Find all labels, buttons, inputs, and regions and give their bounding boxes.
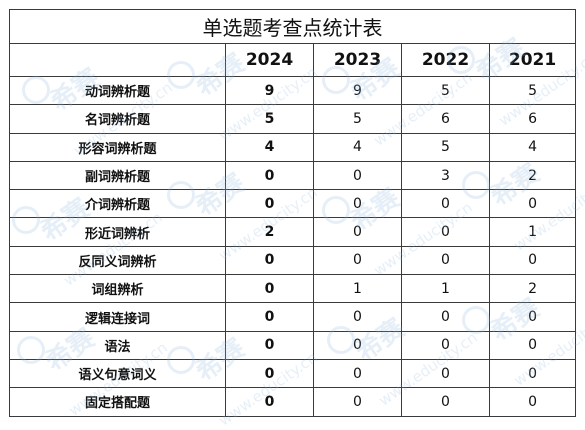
value-cell-2023: 0 bbox=[313, 245, 402, 276]
year-header-2024: 2024 bbox=[225, 43, 314, 77]
watermark-badge-icon bbox=[322, 66, 350, 94]
value-cell-2021: 0 bbox=[488, 189, 577, 219]
table-title: 单选题考查点统计表 bbox=[8, 9, 577, 44]
row-label: 语法 bbox=[9, 330, 226, 360]
table-row: 形容词辨析题 4 4 5 4 bbox=[9, 132, 577, 162]
value-cell-2023: 0 bbox=[313, 358, 402, 389]
row-label: 名词辨析题 bbox=[9, 104, 226, 134]
value-cell-2024: 9 bbox=[225, 75, 314, 106]
year-header-2022: 2022 bbox=[401, 43, 490, 77]
table-row: 语法 0 0 0 0 bbox=[9, 330, 577, 360]
table-row: 固定搭配题 0 0 0 0 bbox=[9, 387, 577, 417]
value-cell-2024: 0 bbox=[225, 302, 314, 332]
watermark-badge-icon bbox=[17, 336, 45, 364]
value-cell-2023: 0 bbox=[313, 387, 402, 417]
row-label: 逻辑连接词 bbox=[9, 302, 226, 332]
watermark-badge-icon bbox=[167, 346, 195, 374]
value-cell-2023: 4 bbox=[313, 132, 402, 162]
value-cell-2021: 2 bbox=[488, 160, 577, 191]
value-cell-2022: 1 bbox=[401, 274, 490, 304]
value-cell-2023: 0 bbox=[313, 302, 402, 332]
table-row: 副词辨析题 0 0 3 2 bbox=[9, 160, 577, 191]
value-cell-2022: 0 bbox=[401, 245, 490, 276]
table-row: 动词辨析题 9 9 5 5 bbox=[9, 75, 577, 106]
value-cell-2024: 0 bbox=[225, 358, 314, 389]
value-cell-2021: 6 bbox=[488, 104, 577, 134]
value-cell-2024: 0 bbox=[225, 160, 314, 191]
value-cell-2024: 5 bbox=[225, 104, 314, 134]
row-label: 形容词辨析题 bbox=[9, 132, 226, 162]
value-cell-2021: 1 bbox=[488, 217, 577, 247]
watermark-badge-icon bbox=[462, 171, 490, 199]
watermark-badge-icon bbox=[327, 326, 355, 354]
value-cell-2024: 0 bbox=[225, 189, 314, 219]
row-label: 形近词辨析 bbox=[9, 217, 226, 247]
row-label: 词组辨析 bbox=[9, 274, 226, 304]
row-label: 反同义词辨析 bbox=[9, 245, 226, 276]
value-cell-2024: 0 bbox=[225, 387, 314, 417]
row-label: 副词辨析题 bbox=[9, 160, 226, 191]
value-cell-2024: 0 bbox=[225, 245, 314, 276]
value-cell-2022: 5 bbox=[401, 75, 490, 106]
value-cell-2022: 0 bbox=[401, 330, 490, 360]
watermark-badge-icon bbox=[447, 46, 475, 74]
value-cell-2024: 2 bbox=[225, 217, 314, 247]
value-cell-2023: 0 bbox=[313, 160, 402, 191]
value-cell-2021: 0 bbox=[488, 387, 577, 417]
value-cell-2021: 0 bbox=[488, 330, 577, 360]
value-cell-2022: 0 bbox=[401, 358, 490, 389]
watermark-badge-icon bbox=[167, 61, 195, 89]
value-cell-2022: 6 bbox=[401, 104, 490, 134]
table-row: 形近词辨析 2 0 0 1 bbox=[9, 217, 577, 247]
value-cell-2023: 0 bbox=[313, 217, 402, 247]
watermark-badge-icon bbox=[22, 76, 50, 104]
watermark-badge-icon bbox=[322, 196, 350, 224]
table-row: 反同义词辨析 0 0 0 0 bbox=[9, 245, 577, 276]
value-cell-2021: 0 bbox=[488, 302, 577, 332]
value-cell-2024: 0 bbox=[225, 330, 314, 360]
value-cell-2023: 1 bbox=[313, 274, 402, 304]
year-header-2021: 2021 bbox=[488, 43, 577, 77]
value-cell-2024: 4 bbox=[225, 132, 314, 162]
watermark-badge-icon bbox=[12, 206, 40, 234]
table-row: 语义句意词义 0 0 0 0 bbox=[9, 358, 577, 389]
row-label: 固定搭配题 bbox=[9, 387, 226, 417]
value-cell-2022: 0 bbox=[401, 387, 490, 417]
watermark-badge-icon bbox=[462, 306, 490, 334]
value-cell-2021: 0 bbox=[488, 245, 577, 276]
value-cell-2023: 5 bbox=[313, 104, 402, 134]
table-row: 介词辨析题 0 0 0 0 bbox=[9, 189, 577, 219]
table-row: 词组辨析 0 1 1 2 bbox=[9, 274, 577, 304]
value-cell-2021: 0 bbox=[488, 358, 577, 389]
value-cell-2024: 0 bbox=[225, 274, 314, 304]
value-cell-2021: 2 bbox=[488, 274, 577, 304]
value-cell-2021: 5 bbox=[488, 75, 577, 106]
value-cell-2021: 4 bbox=[488, 132, 577, 162]
value-cell-2022: 5 bbox=[401, 132, 490, 162]
watermark-badge-icon bbox=[167, 181, 195, 209]
value-cell-2022: 0 bbox=[401, 217, 490, 247]
stats-table: 单选题考查点统计表 2024 2023 2022 2021 动词辨析题 9 9 5 5 名… bbox=[8, 9, 577, 417]
table-row: 名词辨析题 5 5 6 6 bbox=[9, 104, 577, 134]
table-row: 逻辑连接词 0 0 0 0 bbox=[9, 302, 577, 332]
